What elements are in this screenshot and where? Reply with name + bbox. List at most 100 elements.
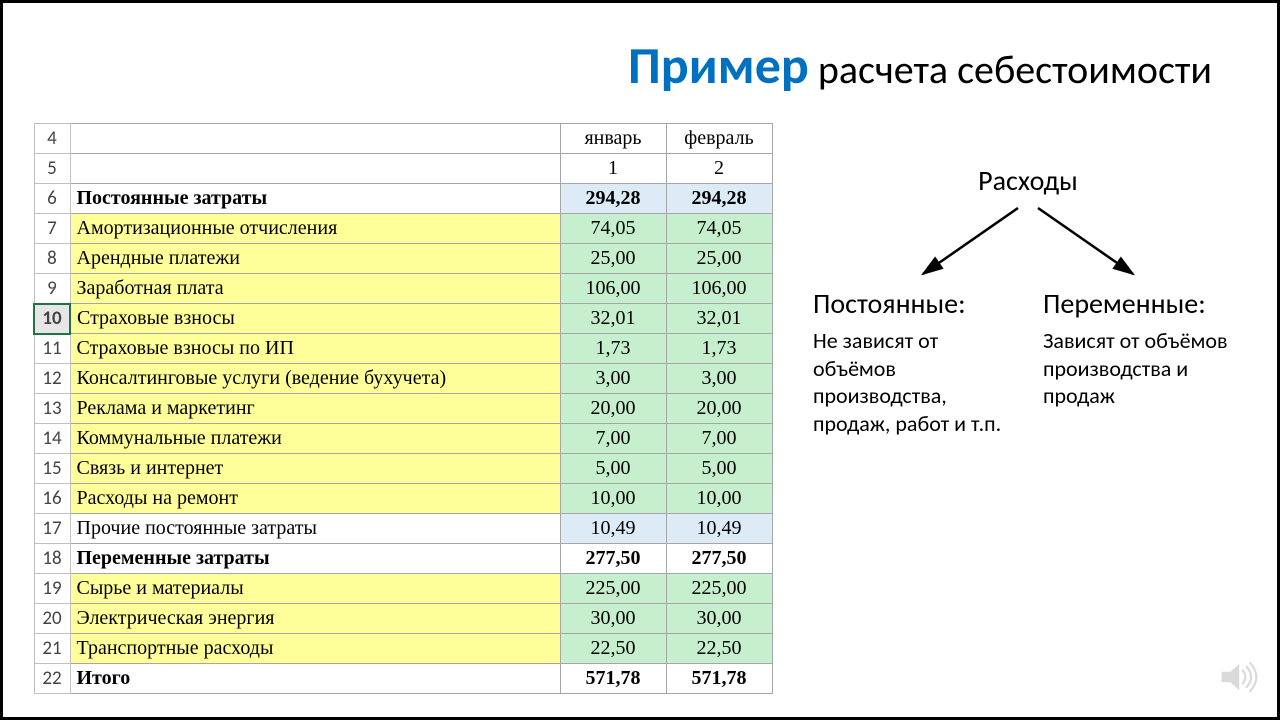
- cell-jan: 3,00: [560, 364, 666, 394]
- table-row: 6Постоянные затраты294,28294,28: [34, 184, 772, 214]
- cell-jan: 20,00: [560, 394, 666, 424]
- row-number: 13: [34, 394, 70, 424]
- diagram-arrows: [868, 202, 1188, 282]
- table-row: 8Арендные платежи25,0025,00: [34, 244, 772, 274]
- cell-desc: Прочие постоянные затраты: [70, 514, 560, 544]
- cell-desc: Сырье и материалы: [70, 574, 560, 604]
- table-row: 5 12: [34, 154, 772, 184]
- table-row: 19Сырье и материалы225,00225,00: [34, 574, 772, 604]
- cell-feb: 7,00: [666, 424, 772, 454]
- cell-jan: 10,49: [560, 514, 666, 544]
- cell-feb: 294,28: [666, 184, 772, 214]
- cell-feb: 25,00: [666, 244, 772, 274]
- cell-feb: 225,00: [666, 574, 772, 604]
- cell-feb: 571,78: [666, 664, 772, 694]
- cell-jan: 225,00: [560, 574, 666, 604]
- cell-desc: Расходы на ремонт: [70, 484, 560, 514]
- row-number: 15: [34, 454, 70, 484]
- cell-jan: 30,00: [560, 604, 666, 634]
- cell-feb: 30,00: [666, 604, 772, 634]
- table-row: 12Консалтинговые услуги (ведение бухучет…: [34, 364, 772, 394]
- row-number: 6: [34, 184, 70, 214]
- diagram-right-column: Переменные: Зависят от объёмов производс…: [1043, 286, 1243, 437]
- cell-desc: Переменные затраты: [70, 544, 560, 574]
- cell-jan: 1,73: [560, 334, 666, 364]
- table-row: 4 январьфевраль: [34, 124, 772, 154]
- cell-jan: 7,00: [560, 424, 666, 454]
- cell-feb: 20,00: [666, 394, 772, 424]
- cell-jan: 277,50: [560, 544, 666, 574]
- row-number: 19: [34, 574, 70, 604]
- cell-jan: 25,00: [560, 244, 666, 274]
- diagram-right-head: Переменные:: [1043, 286, 1243, 321]
- table-row: 13Реклама и маркетинг20,0020,00: [34, 394, 772, 424]
- header-month: февраль: [666, 124, 772, 154]
- cell-feb: 10,49: [666, 514, 772, 544]
- table-row: 15Связь и интернет5,005,00: [34, 454, 772, 484]
- cell-desc: Итого: [70, 664, 560, 694]
- table-row: 10Страховые взносы32,0132,01: [34, 304, 772, 334]
- diagram-right-body: Зависят от объёмов производства и продаж: [1043, 327, 1243, 410]
- title-emphasis: Пример: [628, 33, 809, 97]
- cell-desc: [70, 124, 560, 154]
- cell-jan: 571,78: [560, 664, 666, 694]
- cell-desc: Арендные платежи: [70, 244, 560, 274]
- cell-jan: 5,00: [560, 454, 666, 484]
- cell-desc: Коммунальные платежи: [70, 424, 560, 454]
- cell-feb: 1,73: [666, 334, 772, 364]
- expenses-diagram: Расходы Постоянные: Не зависят от объёмо…: [813, 163, 1243, 437]
- cell-feb: 74,05: [666, 214, 772, 244]
- cell-feb: 22,50: [666, 634, 772, 664]
- row-number: 22: [34, 664, 70, 694]
- row-number: 17: [34, 514, 70, 544]
- cell-desc: Консалтинговые услуги (ведение бухучета): [70, 364, 560, 394]
- cell-desc: Амортизационные отчисления: [70, 214, 560, 244]
- title-rest: расчета себестоимости: [809, 45, 1212, 94]
- cell-jan: 22,50: [560, 634, 666, 664]
- row-number: 4: [34, 124, 70, 154]
- row-number: 7: [34, 214, 70, 244]
- cell-jan: 106,00: [560, 274, 666, 304]
- diagram-root-label: Расходы: [813, 163, 1243, 198]
- table-row: 11Страховые взносы по ИП1,731,73: [34, 334, 772, 364]
- table-row: 20Электрическая энергия30,0030,00: [34, 604, 772, 634]
- row-number: 20: [34, 604, 70, 634]
- row-number: 21: [34, 634, 70, 664]
- cell-desc: Заработная плата: [70, 274, 560, 304]
- header-num: 2: [666, 154, 772, 184]
- cell-desc: Связь и интернет: [70, 454, 560, 484]
- cell-desc: Транспортные расходы: [70, 634, 560, 664]
- cell-jan: 294,28: [560, 184, 666, 214]
- diagram-left-column: Постоянные: Не зависят от объёмов произв…: [813, 286, 1013, 437]
- cell-desc: Электрическая энергия: [70, 604, 560, 634]
- row-number: 16: [34, 484, 70, 514]
- row-number: 5: [34, 154, 70, 184]
- row-number: 14: [34, 424, 70, 454]
- row-number: 18: [34, 544, 70, 574]
- row-number: 8: [34, 244, 70, 274]
- cell-desc: Страховые взносы по ИП: [70, 334, 560, 364]
- cell-desc: Страховые взносы: [70, 304, 560, 334]
- diagram-left-body: Не зависят от объёмов производства, прод…: [813, 327, 1013, 437]
- slide-title: Пример расчета себестоимости: [628, 33, 1212, 97]
- cell-desc: [70, 154, 560, 184]
- cell-desc: Реклама и маркетинг: [70, 394, 560, 424]
- table-row: 14Коммунальные платежи7,007,00: [34, 424, 772, 454]
- cell-feb: 10,00: [666, 484, 772, 514]
- table-row: 17Прочие постоянные затраты10,4910,49: [34, 514, 772, 544]
- speaker-icon: [1215, 655, 1259, 699]
- row-number: 12: [34, 364, 70, 394]
- header-month: январь: [560, 124, 666, 154]
- cell-jan: 32,01: [560, 304, 666, 334]
- table-row: 16Расходы на ремонт10,0010,00: [34, 484, 772, 514]
- row-number: 11: [34, 334, 70, 364]
- cell-feb: 32,01: [666, 304, 772, 334]
- diagram-left-head: Постоянные:: [813, 286, 1013, 321]
- cell-jan: 74,05: [560, 214, 666, 244]
- table-row: 22Итого571,78571,78: [34, 664, 772, 694]
- table-row: 9Заработная плата106,00106,00: [34, 274, 772, 304]
- table-row: 21Транспортные расходы22,5022,50: [34, 634, 772, 664]
- header-num: 1: [560, 154, 666, 184]
- row-number: 10: [34, 304, 70, 334]
- table-row: 7Амортизационные отчисления74,0574,05: [34, 214, 772, 244]
